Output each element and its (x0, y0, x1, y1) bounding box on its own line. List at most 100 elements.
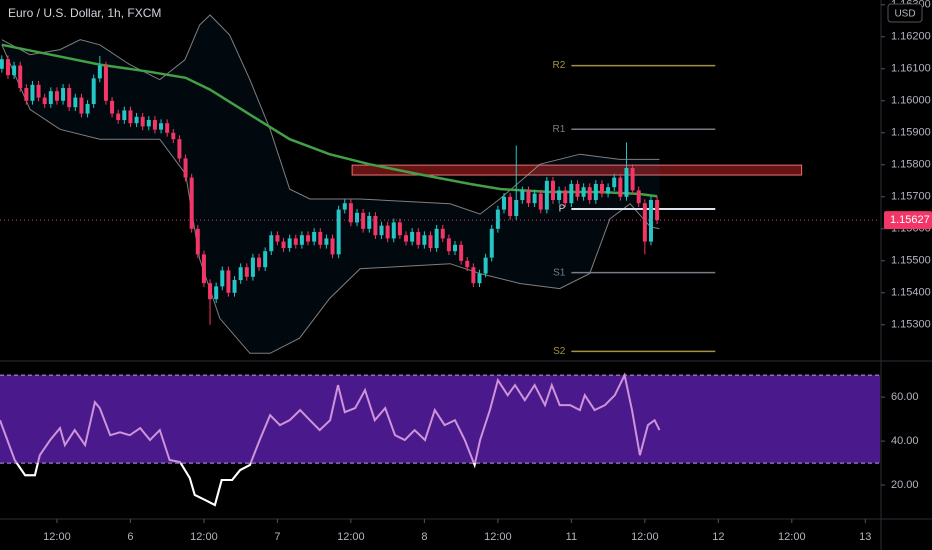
candle-body (232, 280, 237, 293)
candle-body (550, 180, 555, 200)
candle-body (416, 232, 421, 245)
candle-body (410, 232, 415, 242)
candle-body (544, 180, 549, 210)
candle-body (630, 168, 635, 191)
resistance-zone (351, 164, 803, 176)
y-tick-label: 1.15500 (891, 255, 931, 267)
candle-body (159, 123, 164, 130)
candle-body (330, 238, 335, 255)
candle-body (275, 235, 280, 242)
candle-body (67, 88, 72, 108)
candle-body (581, 187, 586, 197)
x-tick-label: 12 (712, 531, 724, 543)
y-tick-label: 1.15700 (891, 191, 931, 203)
x-tick-label: 12:00 (484, 531, 512, 543)
candle-body (404, 235, 409, 242)
candle-body (532, 193, 537, 204)
candle-body (214, 286, 219, 300)
candle-body (42, 97, 47, 104)
candle-body (287, 238, 292, 248)
candle-body (434, 228, 439, 248)
bollinger-upper (1, 14, 660, 215)
candle-body (263, 251, 268, 268)
candle-body (563, 190, 568, 204)
candle-body (36, 84, 41, 98)
candle-body (103, 65, 108, 101)
candle-body (422, 235, 427, 245)
candle-body (269, 235, 274, 252)
candle-body (453, 244, 458, 252)
rsi-tick-label: 20.00 (891, 479, 919, 491)
rsi-line (0, 372, 661, 507)
candle-body (489, 228, 494, 258)
candle-body (257, 257, 262, 268)
currency-box (887, 3, 923, 23)
candle-body (440, 228, 445, 239)
price-pane: R2 R1 P S1 S2 (0, 14, 803, 357)
candle-body (636, 190, 641, 204)
y-tick-label: 1.15800 (891, 159, 931, 171)
candle-body (642, 203, 647, 242)
candle-body (397, 222, 402, 236)
candle-body (73, 97, 78, 108)
candle-body (606, 187, 611, 194)
x-tick-label: 12:00 (337, 531, 365, 543)
bollinger-lower (1, 44, 660, 354)
candle-body (391, 222, 396, 239)
x-tick-label: 12:00 (190, 531, 218, 543)
candle-body (79, 97, 84, 114)
candle-body (575, 184, 580, 197)
x-tick-label: 8 (421, 531, 427, 543)
candle-body (208, 283, 213, 300)
candle-body (385, 225, 390, 239)
candle-body (244, 267, 249, 277)
candle-body (655, 200, 660, 221)
candle-body (348, 203, 353, 223)
candle-body (501, 196, 506, 210)
candle-body (195, 228, 200, 255)
candle-body (483, 257, 488, 274)
y-tick-label: 1.16100 (891, 63, 931, 75)
x-tick-label: 13 (859, 531, 871, 543)
bollinger-fill (1, 15, 660, 354)
candle-body (428, 235, 433, 248)
candle-body (538, 193, 543, 210)
candle-body (648, 200, 653, 242)
x-tick-label: 11 (566, 531, 577, 543)
candle-body (612, 177, 617, 188)
candle-body (128, 110, 133, 124)
x-tick-label: 12:00 (43, 531, 71, 543)
candle-body (5, 59, 10, 76)
candle-body (618, 177, 623, 197)
candle-body (140, 116, 145, 127)
candle-body (477, 273, 482, 284)
candle-body (306, 235, 311, 242)
candle-body (508, 196, 513, 216)
candle-body (587, 187, 592, 200)
candle-body (146, 120, 151, 127)
candle-body (183, 158, 188, 178)
candle-body (30, 84, 35, 101)
candle-body (116, 113, 121, 120)
candle-body (18, 65, 23, 88)
candle-body (514, 200, 519, 216)
last-price-label: 1.15627 (890, 214, 930, 226)
candle-body (299, 235, 304, 245)
candle-body (526, 190, 531, 204)
rsi-tick-label: 40.00 (891, 435, 919, 447)
x-tick-label: 12:00 (631, 531, 659, 543)
x-tick-label: 7 (274, 531, 280, 543)
candle-body (624, 168, 629, 197)
candle-body (134, 116, 139, 124)
candle-body (520, 190, 525, 200)
candle-body (250, 257, 255, 277)
candle-body (318, 232, 323, 245)
pivot-label: P (559, 204, 566, 215)
y-tick-label: 1.16200 (891, 31, 931, 43)
candle-body (312, 232, 317, 242)
rsi-tick-label: 60.00 (891, 391, 919, 403)
y-tick-label: 1.15400 (891, 287, 931, 299)
candle-body (189, 177, 194, 229)
candle-body (379, 225, 384, 236)
